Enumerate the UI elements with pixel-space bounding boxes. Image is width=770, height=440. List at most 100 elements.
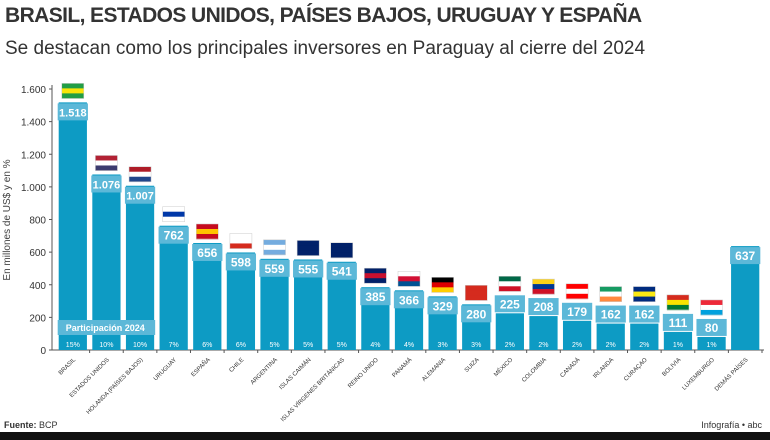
value-label-box <box>393 291 425 309</box>
flag-icon <box>532 278 555 295</box>
y-tick-label: 1.000 <box>21 183 46 194</box>
y-tick-label: 400 <box>29 281 46 292</box>
share-label: 5% <box>269 342 279 349</box>
flag-stripe <box>61 83 84 89</box>
flag-icon <box>128 166 152 182</box>
flag-stripe <box>364 278 387 284</box>
value-label-box <box>293 260 324 278</box>
flag-stripe <box>129 176 152 183</box>
flag-stripe <box>364 273 387 279</box>
flag-stripe <box>196 233 219 240</box>
chart-title: BRASIL, ESTADOS UNIDOS, PAÍSES BAJOS, UR… <box>5 4 642 27</box>
share-label: 2% <box>572 342 582 349</box>
value-label: 280 <box>466 307 486 321</box>
x-tick-label: LUXEMBURGO <box>682 357 717 392</box>
value-label-box <box>494 295 525 313</box>
flag-stripe <box>498 276 521 282</box>
value-label-box <box>360 288 391 306</box>
flag-stripe <box>61 93 84 99</box>
value-label-box <box>91 175 122 193</box>
flag-stripe <box>129 171 152 178</box>
value-label: 1.518 <box>59 107 87 119</box>
flag-stripe <box>263 249 286 256</box>
flag-stripe <box>532 289 555 295</box>
flag-icon <box>364 267 387 284</box>
bar <box>58 102 87 350</box>
share-label: 3% <box>471 342 481 349</box>
x-tick-label: HOLANDA (PAÍSES BAJOS) <box>85 356 144 415</box>
flag-stripe <box>297 245 320 251</box>
y-tick-label: 1.400 <box>21 118 46 129</box>
flag-stripe <box>532 284 555 290</box>
flag-stripe <box>162 206 185 212</box>
value-label: 366 <box>399 293 419 307</box>
x-tick-label: ESPAÑA <box>190 356 212 378</box>
value-label-box <box>662 313 694 331</box>
flag-stripe <box>229 238 252 244</box>
x-tick-label: ALEMANIA <box>421 357 447 383</box>
share-label: 5% <box>303 342 313 349</box>
flag-icon <box>431 277 454 293</box>
bar <box>663 331 693 350</box>
flag-stripe <box>532 279 555 285</box>
value-label-box <box>461 305 492 323</box>
flag-icon <box>700 299 723 316</box>
bar <box>630 323 659 350</box>
value-label-box <box>158 226 189 244</box>
flag-icon <box>633 286 656 302</box>
x-tick-label: BOLIVIA <box>662 357 683 378</box>
flag-icon <box>263 239 286 256</box>
flag-stripe <box>465 285 488 291</box>
value-label-box <box>696 318 727 336</box>
bar <box>159 225 188 350</box>
x-tick-label: URUGUAY <box>153 357 178 382</box>
flag-stripe <box>700 304 723 311</box>
x-tick-label: SUIZA <box>464 357 481 374</box>
flag-icon <box>498 276 522 292</box>
flag-stripe <box>666 304 689 311</box>
flag-stripe <box>95 165 118 171</box>
x-tick-label: IRLANDA <box>592 357 615 380</box>
flag-icon <box>565 283 589 300</box>
credit: Infografía • abc <box>701 420 762 430</box>
footer-bar <box>0 432 770 440</box>
x-tick-label: REINO UNIDO <box>347 357 380 390</box>
y-tick-label: 1.200 <box>21 150 46 161</box>
flag-stripe <box>95 160 118 166</box>
share-label: 10% <box>99 342 113 349</box>
share-label: 5% <box>337 342 347 349</box>
value-label: 598 <box>231 255 251 269</box>
flag-icon <box>464 285 488 301</box>
value-label: 111 <box>669 316 688 330</box>
flag-stripe <box>700 309 723 316</box>
flag-icon <box>296 240 320 256</box>
flag-stripe <box>330 247 353 254</box>
value-label: 385 <box>365 290 385 304</box>
bar <box>495 313 524 350</box>
flag-stripe <box>498 286 521 292</box>
y-tick-label: 0 <box>40 346 46 357</box>
x-tick-label: ARGENTINA <box>250 357 279 386</box>
source-value: BCP <box>39 420 58 430</box>
value-label: 762 <box>164 229 184 243</box>
value-label-box <box>192 243 223 261</box>
flag-stripe <box>599 286 622 292</box>
flag-stripe <box>465 295 488 301</box>
y-axis-label: En millones de US$ y en % <box>2 159 13 280</box>
flag-stripe <box>465 290 488 296</box>
flag-stripe <box>263 239 286 246</box>
flag-stripe <box>633 291 656 297</box>
flag-icon <box>599 286 622 302</box>
share-legend-label: Participación 2024 <box>66 323 145 333</box>
flag-stripe <box>633 286 656 292</box>
value-label-box <box>225 253 257 271</box>
bar <box>529 316 558 350</box>
value-label: 559 <box>265 262 285 276</box>
flag-icon <box>61 83 85 99</box>
value-label: 555 <box>298 262 318 276</box>
value-label: 80 <box>705 321 719 335</box>
value-label-box <box>730 247 761 265</box>
y-tick-label: 1.600 <box>21 85 46 96</box>
flag-stripe <box>330 252 353 259</box>
flag-stripe <box>263 244 286 251</box>
